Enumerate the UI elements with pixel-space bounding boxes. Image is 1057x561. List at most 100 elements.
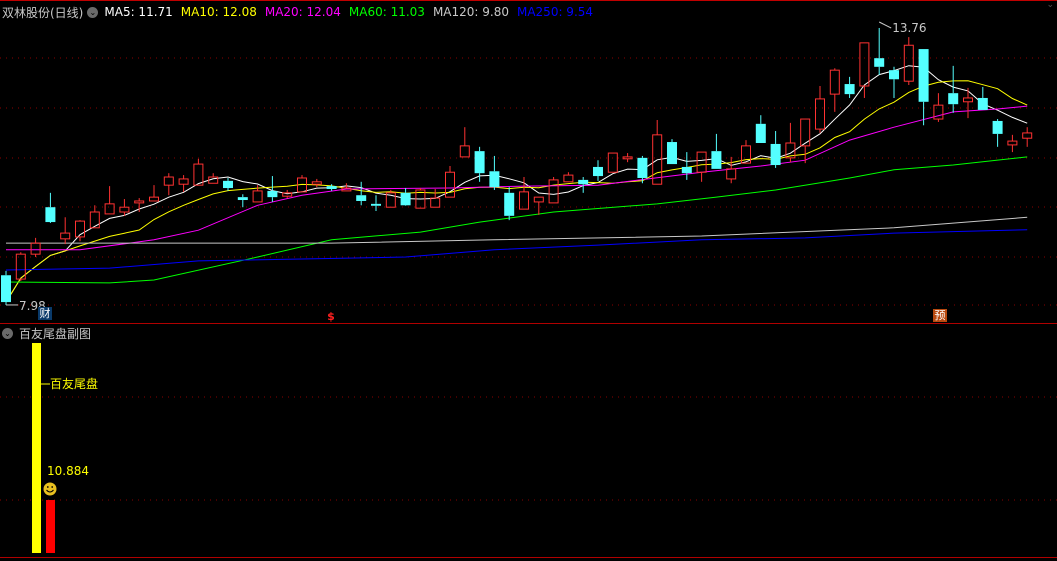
candle[interactable] <box>755 115 766 143</box>
candle[interactable] <box>741 140 751 164</box>
indicator-label: 百友尾盘 <box>50 376 98 391</box>
candle-body <box>652 134 663 185</box>
candle[interactable] <box>948 65 959 113</box>
candle[interactable] <box>548 177 559 204</box>
sub-panel-title: 百友尾盘副图 <box>19 327 92 341</box>
candle[interactable] <box>149 185 159 202</box>
candle-body <box>178 178 189 185</box>
ma10-value: MA10: 12.08 <box>180 5 257 19</box>
candle[interactable] <box>800 118 811 164</box>
dividend-marker[interactable]: $ <box>327 310 335 323</box>
candle[interactable] <box>134 198 145 212</box>
sub-indicator-chart[interactable]: 百友尾盘 10.884 <box>0 324 1057 558</box>
top-border <box>0 0 1057 1</box>
candle[interactable] <box>859 42 870 98</box>
candle[interactable] <box>711 133 722 169</box>
candle[interactable] <box>385 189 396 208</box>
candle[interactable] <box>193 158 204 186</box>
candle[interactable] <box>45 192 56 224</box>
candle[interactable] <box>371 195 381 212</box>
candle[interactable] <box>874 28 885 75</box>
candle[interactable] <box>430 188 441 208</box>
chevron-down-icon[interactable]: ⌄ <box>2 328 13 339</box>
stock-title[interactable]: 双林股份(日线) <box>2 5 84 20</box>
extreme-labels: 13.76 7.98 <box>6 21 927 313</box>
candle[interactable] <box>237 194 248 208</box>
candle[interactable] <box>652 119 663 185</box>
candle[interactable] <box>578 177 589 193</box>
candle[interactable] <box>992 119 1003 147</box>
candle[interactable] <box>15 252 26 281</box>
candle-body <box>356 195 367 201</box>
candle[interactable] <box>903 37 914 86</box>
candle[interactable] <box>252 185 263 203</box>
candle[interactable] <box>607 152 618 173</box>
candle-body <box>371 203 381 206</box>
candle-body <box>163 176 174 186</box>
candle[interactable] <box>356 181 367 206</box>
candle[interactable] <box>489 155 500 190</box>
candle[interactable] <box>341 183 352 192</box>
candle[interactable] <box>519 177 529 210</box>
candle-body <box>815 98 825 130</box>
ma10-line <box>5 80 1028 303</box>
candle[interactable] <box>815 85 825 133</box>
candle[interactable] <box>918 49 929 126</box>
chevron-down-icon[interactable]: ⌄ <box>87 6 99 18</box>
candle[interactable] <box>667 139 677 165</box>
candle[interactable] <box>267 176 278 202</box>
panel-divider[interactable] <box>0 323 1057 324</box>
candle-body <box>341 187 352 192</box>
candle[interactable] <box>311 178 322 188</box>
candle[interactable] <box>326 184 337 191</box>
candle[interactable] <box>104 186 115 215</box>
finance-marker[interactable]: 财 <box>38 307 52 320</box>
expand-chevron-icon[interactable]: ⌄ <box>1046 0 1054 10</box>
price-chart[interactable]: 13.76 7.98 <box>0 0 1057 323</box>
candle[interactable] <box>400 188 411 206</box>
candle-body <box>948 93 959 105</box>
candle[interactable] <box>60 217 71 245</box>
candle[interactable] <box>533 196 544 215</box>
candle[interactable] <box>474 146 485 182</box>
candle[interactable] <box>30 237 41 258</box>
candle[interactable] <box>459 127 470 158</box>
candle[interactable] <box>1022 127 1033 147</box>
candle[interactable] <box>445 165 455 198</box>
candle[interactable] <box>415 188 426 209</box>
candle-body <box>459 145 470 158</box>
candle-body <box>489 171 500 188</box>
candle[interactable] <box>696 151 707 182</box>
candle[interactable] <box>75 220 85 242</box>
candle[interactable] <box>223 177 233 191</box>
candle[interactable] <box>89 205 100 229</box>
candle[interactable] <box>963 87 973 119</box>
candle[interactable] <box>178 175 189 192</box>
candle[interactable] <box>593 160 603 181</box>
candle[interactable] <box>637 155 648 184</box>
candle[interactable] <box>208 173 219 184</box>
candle[interactable] <box>681 152 692 180</box>
candle[interactable] <box>1007 134 1018 153</box>
candle[interactable] <box>785 122 796 163</box>
candle[interactable] <box>563 172 574 183</box>
candle[interactable] <box>504 187 515 221</box>
candle[interactable] <box>726 156 737 184</box>
candle[interactable] <box>770 131 781 168</box>
candle[interactable] <box>119 199 130 216</box>
candle-body <box>149 196 159 202</box>
candle[interactable] <box>282 189 293 199</box>
candle-body <box>297 177 307 193</box>
forecast-marker[interactable]: 预 <box>933 309 947 322</box>
candle[interactable] <box>889 66 899 98</box>
candle[interactable] <box>622 153 633 163</box>
candle-body <box>75 220 85 238</box>
candle[interactable] <box>977 86 988 110</box>
candle[interactable] <box>163 173 174 196</box>
candle[interactable] <box>829 68 840 112</box>
candle-body <box>563 174 574 183</box>
candle[interactable] <box>1 270 11 305</box>
candle[interactable] <box>297 175 307 193</box>
candle[interactable] <box>844 76 855 98</box>
candle[interactable] <box>933 93 944 122</box>
